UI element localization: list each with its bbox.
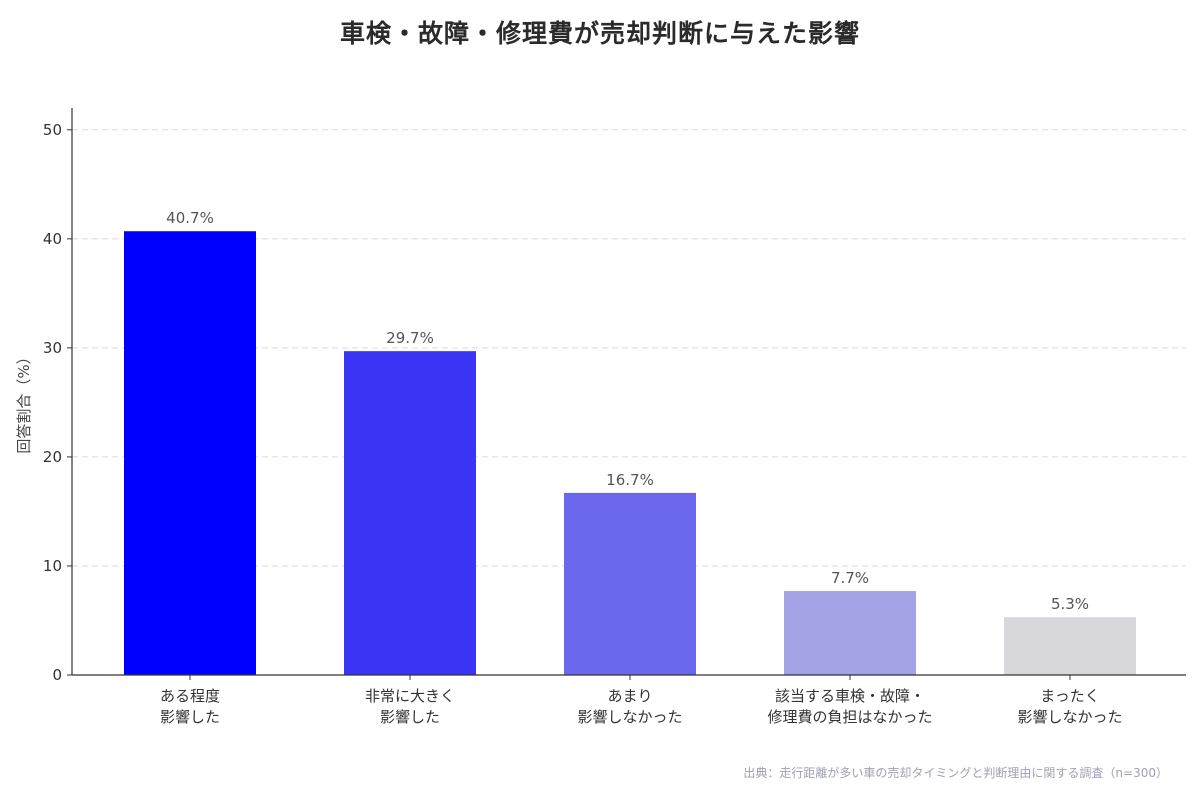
bar [784, 591, 916, 675]
data-label: 7.7% [831, 569, 869, 587]
x-tick-label: 影響した [160, 708, 220, 726]
x-tick-label: まったく [1040, 687, 1099, 705]
axes [67, 108, 1186, 680]
labels: 0102030405040.7%ある程度影響した29.7%非常に大きく影響した1… [15, 121, 1123, 726]
y-tick-label: 40 [43, 230, 62, 248]
x-tick-label: 非常に大きく [365, 687, 455, 705]
x-tick-label: 影響しなかった [577, 708, 682, 726]
bar [124, 231, 256, 676]
y-axis-label: 回答割合（%） [15, 349, 33, 453]
y-tick-label: 50 [43, 121, 62, 139]
y-tick-label: 30 [43, 339, 62, 357]
x-tick-label: ある程度 [160, 687, 220, 705]
bars [124, 231, 1136, 676]
y-tick-label: 20 [43, 448, 62, 466]
y-tick-label: 10 [43, 557, 62, 575]
x-tick-label: あまり [607, 687, 652, 705]
data-label: 40.7% [166, 209, 214, 227]
y-tick-label: 0 [52, 666, 62, 684]
chart-title: 車検・故障・修理費が売却判断に与えた影響 [339, 19, 860, 48]
data-label: 16.7% [606, 471, 654, 489]
bar [1004, 617, 1136, 675]
x-tick-label: 影響しなかった [1017, 708, 1122, 726]
grid-lines [72, 129, 1186, 567]
data-label: 29.7% [386, 329, 434, 347]
x-tick-label: 該当する車検・故障・ [775, 687, 925, 705]
x-tick-label: 影響した [380, 708, 440, 726]
bar [564, 492, 696, 675]
source-note: 出典：走行距離が多い車の売却タイミングと判断理由に関する調査（n=300） [743, 766, 1168, 780]
x-tick-label: 修理費の負担はなかった [767, 708, 932, 726]
bar [344, 351, 476, 675]
data-label: 5.3% [1051, 595, 1089, 613]
